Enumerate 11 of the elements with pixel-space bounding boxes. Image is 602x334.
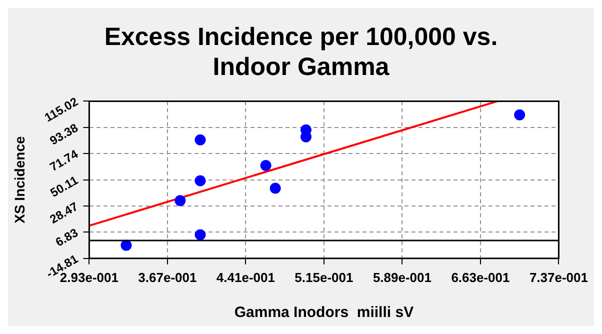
x-axis-title: Gamma Inodors miilli sV <box>234 304 414 322</box>
x-tick-label: 7.37e-001 <box>529 270 588 285</box>
x-tick-label: 6.63e-001 <box>451 270 510 285</box>
x-tick-label: 5.89e-001 <box>372 270 432 285</box>
x-tick-label: 4.41e-001 <box>216 270 275 285</box>
x-tick-label: 5.15e-001 <box>294 270 354 285</box>
chart-title: Excess Incidence per 100,000 vs. Indoor Gamma <box>103 22 499 82</box>
y-tick-label: 6.83 <box>53 225 81 250</box>
y-axis-title: XS Incidence <box>11 136 28 224</box>
x-tick-label: 3.67e-001 <box>138 270 197 285</box>
y-tick-label: 50.11 <box>48 172 81 200</box>
